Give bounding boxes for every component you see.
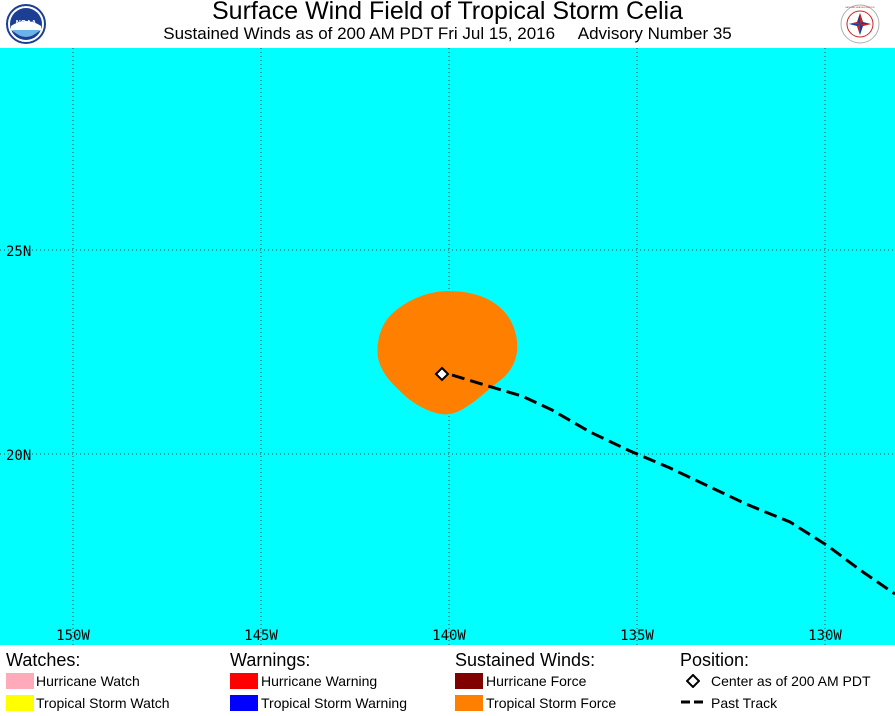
- lon-label-130w: 130W: [808, 628, 842, 644]
- lat-label-25n: 25N: [6, 244, 31, 260]
- map-title: Surface Wind Field of Tropical Storm Cel…: [211, 0, 683, 25]
- legend-warnings-heading: Warnings:: [230, 650, 311, 670]
- diamond-icon: [686, 674, 700, 688]
- hurricane-force-swatch: [455, 673, 483, 689]
- hurricane-warning-label: Hurricane Warning: [261, 673, 378, 689]
- lon-label-150w: 150W: [56, 628, 90, 644]
- noaa-logo-icon: NOAA: [6, 4, 46, 44]
- latitude-labels: 25N 20N: [6, 244, 31, 464]
- svg-text:NOAA: NOAA: [16, 20, 37, 27]
- lat-label-20n: 20N: [6, 448, 31, 464]
- past-track-line: [451, 373, 895, 596]
- legend-watches-heading: Watches:: [6, 650, 81, 670]
- tropical-storm-watch-swatch: [6, 695, 34, 711]
- lon-label-140w: 140W: [432, 628, 466, 644]
- map-subtitle: Sustained Winds as of 200 AM PDT Fri Jul…: [163, 24, 732, 43]
- tropical-storm-watch-label: Tropical Storm Watch: [36, 695, 170, 711]
- dashed-line-icon: [681, 700, 707, 704]
- tropical-storm-warning-label: Tropical Storm Warning: [261, 695, 408, 711]
- tropical-storm-warning-swatch: [230, 695, 258, 711]
- past-track-label: Past Track: [711, 695, 778, 711]
- longitude-labels: 150W 145W 140W 135W 130W: [56, 628, 842, 644]
- hurricane-force-label: Hurricane Force: [486, 673, 587, 689]
- storm-center-diamond-icon: [434, 366, 450, 382]
- nws-logo-text: NATIONAL WEATHER SERVICE: [845, 6, 875, 9]
- nws-logo-icon: NATIONAL WEATHER SERVICE: [840, 4, 880, 44]
- lon-label-145w: 145W: [244, 628, 278, 644]
- legend-position-heading: Position:: [680, 650, 750, 670]
- hurricane-watch-swatch: [6, 673, 34, 689]
- tropical-storm-force-swatch: [455, 695, 483, 711]
- header: NOAA Surface Wind Field of Tropical Stor…: [0, 0, 895, 48]
- center-position-label: Center as of 200 AM PDT: [711, 673, 871, 689]
- wind-field-map: 25N 20N 150W 145W 140W 135W 130W: [0, 48, 895, 645]
- legend: Watches: Hurricane Watch Tropical Storm …: [0, 645, 895, 716]
- tropical-storm-force-label: Tropical Storm Force: [486, 695, 617, 711]
- hurricane-warning-swatch: [230, 673, 258, 689]
- legend-winds-heading: Sustained Winds:: [455, 650, 596, 670]
- lon-label-135w: 135W: [620, 628, 654, 644]
- hurricane-watch-label: Hurricane Watch: [36, 673, 140, 689]
